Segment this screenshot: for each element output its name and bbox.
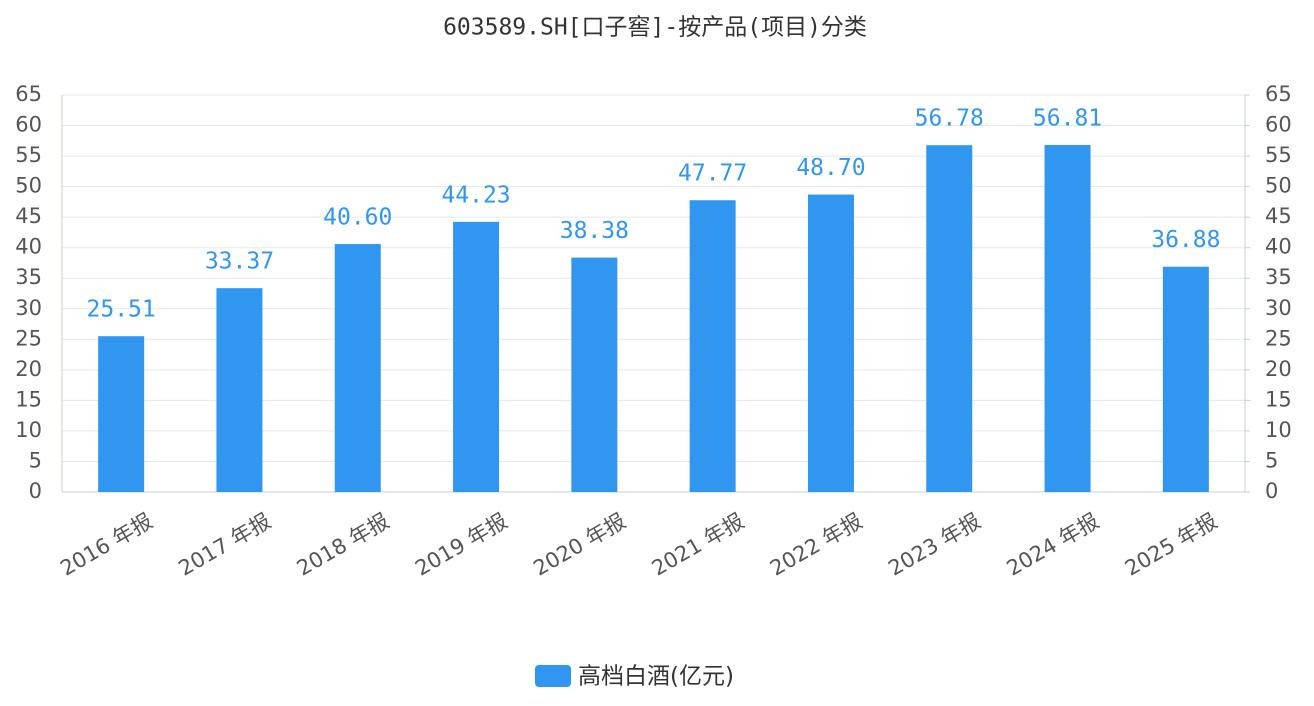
data-label: 25.51 bbox=[87, 297, 156, 323]
y2-tick-label: 40 bbox=[1265, 235, 1292, 259]
legend-label: 高档白酒(亿元) bbox=[578, 664, 734, 690]
x-tick-label: 2025 年报 bbox=[1121, 509, 1221, 581]
y-tick-label: 25 bbox=[15, 326, 42, 350]
bar bbox=[98, 336, 145, 492]
data-label: 56.78 bbox=[915, 106, 984, 132]
x-tick-label: 2020 年报 bbox=[529, 509, 629, 581]
y2-tick-label: 45 bbox=[1265, 204, 1292, 228]
y-tick-label: 35 bbox=[15, 265, 42, 289]
data-label: 56.81 bbox=[1033, 106, 1102, 132]
y2-tick-label: 25 bbox=[1265, 326, 1292, 350]
data-label: 44.23 bbox=[441, 182, 510, 208]
y2-tick-label: 50 bbox=[1265, 174, 1292, 198]
bar bbox=[926, 145, 973, 492]
y-tick-label: 30 bbox=[15, 296, 42, 320]
y2-tick-label: 60 bbox=[1265, 113, 1292, 137]
y-tick-label: 5 bbox=[29, 448, 42, 472]
y-tick-label: 10 bbox=[15, 418, 42, 442]
x-tick-label: 2021 年报 bbox=[648, 509, 748, 581]
y-tick-label: 50 bbox=[15, 174, 42, 198]
data-label: 47.77 bbox=[678, 161, 747, 187]
x-tick-label: 2019 年报 bbox=[411, 509, 511, 581]
bar bbox=[689, 200, 736, 492]
y2-tick-label: 55 bbox=[1265, 143, 1292, 167]
y-tick-label: 45 bbox=[15, 204, 42, 228]
x-tick-label: 2022 年报 bbox=[766, 509, 866, 581]
y2-tick-label: 35 bbox=[1265, 265, 1292, 289]
y2-tick-label: 0 bbox=[1265, 479, 1278, 503]
y-tick-label: 65 bbox=[15, 82, 42, 106]
legend-swatch bbox=[535, 665, 571, 687]
chart-title: 603589.SH[口子窖]-按产品(项目)分类 bbox=[443, 15, 867, 41]
x-tick-label: 2016 年报 bbox=[56, 509, 156, 581]
y-tick-label: 0 bbox=[29, 479, 42, 503]
y2-tick-label: 15 bbox=[1265, 387, 1292, 411]
data-label: 33.37 bbox=[205, 249, 274, 275]
bar bbox=[1044, 145, 1091, 492]
data-label: 36.88 bbox=[1151, 227, 1220, 253]
y2-tick-label: 20 bbox=[1265, 357, 1292, 381]
y-tick-label: 20 bbox=[15, 357, 42, 381]
x-tick-label: 2018 年报 bbox=[293, 509, 393, 581]
data-label: 48.70 bbox=[796, 155, 865, 181]
bar bbox=[453, 221, 500, 493]
data-label: 40.60 bbox=[323, 205, 392, 231]
x-tick-label: 2017 年报 bbox=[175, 509, 275, 581]
bar bbox=[571, 257, 618, 492]
bar bbox=[1162, 266, 1209, 492]
data-label: 38.38 bbox=[560, 218, 629, 244]
y-tick-label: 40 bbox=[15, 235, 42, 259]
x-tick-label: 2023 年报 bbox=[884, 509, 984, 581]
bar bbox=[807, 194, 854, 492]
y-tick-label: 55 bbox=[15, 143, 42, 167]
y-tick-label: 15 bbox=[15, 387, 42, 411]
x-tick-label: 2024 年报 bbox=[1003, 509, 1103, 581]
y-tick-label: 60 bbox=[15, 113, 42, 137]
bar bbox=[216, 288, 263, 492]
y2-tick-label: 5 bbox=[1265, 448, 1278, 472]
y2-tick-label: 65 bbox=[1265, 82, 1292, 106]
bar bbox=[334, 244, 381, 492]
y2-tick-label: 30 bbox=[1265, 296, 1292, 320]
y2-tick-label: 10 bbox=[1265, 418, 1292, 442]
